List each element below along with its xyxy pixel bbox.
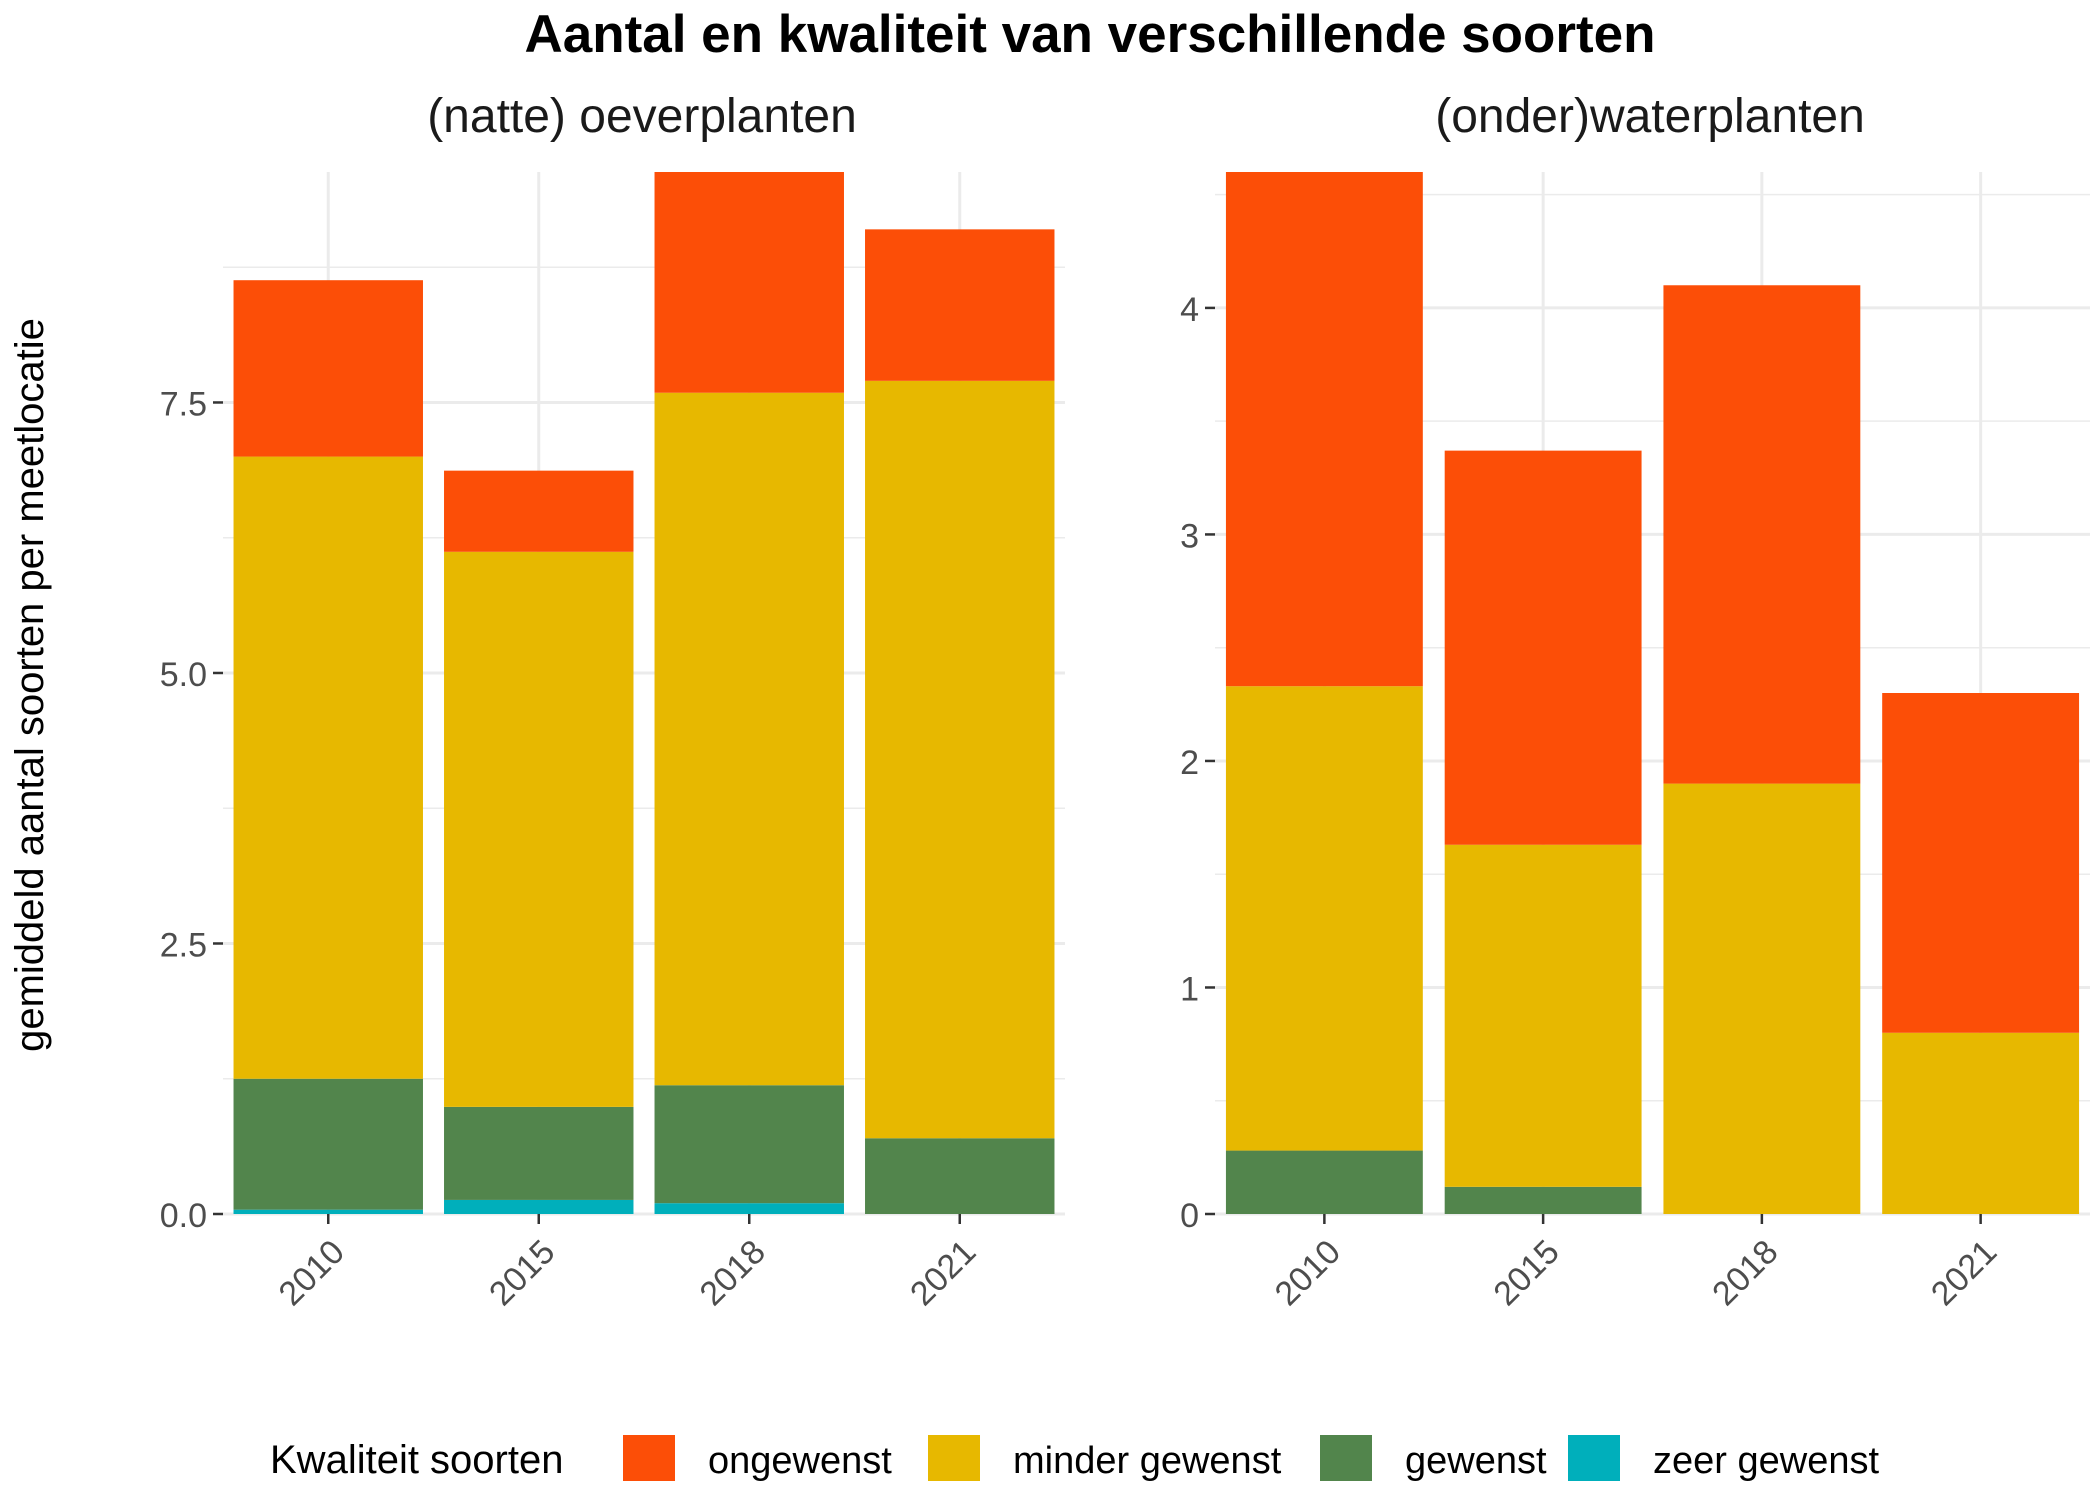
bar-zeer-gewenst-2015	[444, 1199, 634, 1214]
legend-key-zeer-gewenst	[1568, 1435, 1620, 1481]
bar-gewenst-2015	[1444, 1186, 1642, 1214]
bar-ongewenst-2010	[1225, 172, 1423, 687]
legend-key-minder-gewenst	[928, 1435, 980, 1481]
bar-minder-gewenst-2010	[233, 456, 423, 1079]
y-tick-label: 2.5	[160, 926, 207, 964]
bar-ongewenst-2018	[654, 172, 844, 393]
bar-minder-gewenst-2021	[1882, 1032, 2080, 1214]
legend-label: minder gewenst	[1013, 1440, 1282, 1482]
bar-ongewenst-2018	[1663, 285, 1861, 784]
bar-gewenst-2010	[1225, 1150, 1423, 1214]
y-tick-label: 7.5	[160, 385, 207, 423]
bar-minder-gewenst-2010	[1225, 686, 1423, 1151]
y-tick-label: 4	[1180, 291, 1199, 329]
x-tick-label: 2015	[482, 1233, 562, 1313]
bar-ongewenst-2021	[1882, 693, 2080, 1033]
bar-minder-gewenst-2021	[865, 380, 1055, 1139]
bar-gewenst-2021	[865, 1138, 1055, 1214]
legend-label: ongewenst	[708, 1440, 892, 1482]
bar-gewenst-2015	[444, 1106, 634, 1200]
y-tick-label: 0.0	[160, 1197, 207, 1235]
legend-key-gewenst	[1320, 1435, 1372, 1481]
y-axis-label: gemiddeld aantal soorten per meetlocatie	[8, 318, 52, 1052]
bar-minder-gewenst-2018	[1663, 783, 1861, 1214]
x-tick-label: 2021	[1924, 1233, 2004, 1313]
y-tick-label: 3	[1180, 517, 1199, 555]
x-tick-label: 2018	[693, 1233, 773, 1313]
bar-ongewenst-2021	[865, 229, 1055, 381]
bar-gewenst-2018	[654, 1085, 844, 1204]
panel-1: (onder)waterplanten 0 1 2 3 4 2010 2015 2018 2021	[1180, 90, 2090, 1313]
y-tick-label: 0	[1180, 1197, 1199, 1235]
bar-zeer-gewenst-2010	[233, 1209, 423, 1214]
x-tick-label: 2010	[1268, 1233, 1348, 1313]
legend-label: zeer gewenst	[1653, 1440, 1879, 1482]
bar-ongewenst-2015	[1444, 450, 1642, 845]
bar-minder-gewenst-2018	[654, 392, 844, 1086]
panel-title: (onder)waterplanten	[1435, 90, 1865, 143]
bar-minder-gewenst-2015	[444, 551, 634, 1107]
x-tick-label: 2010	[272, 1233, 352, 1313]
chart-title: Aantal en kwaliteit van verschillende so…	[524, 5, 1655, 64]
panels: (natte) oeverplanten 0.0 2.5 5.0 7.5 2010 2015…	[160, 90, 2090, 1313]
x-tick-label: 2018	[1705, 1233, 1785, 1313]
legend: Kwaliteit soorten ongewenst minder gewens…	[270, 1435, 1879, 1482]
panel-0: (natte) oeverplanten 0.0 2.5 5.0 7.5 2010 2015…	[160, 90, 1065, 1313]
x-tick-label: 2021	[903, 1233, 983, 1313]
panel-title: (natte) oeverplanten	[427, 90, 857, 143]
y-tick-label: 2	[1180, 744, 1199, 782]
legend-key-ongewenst	[623, 1435, 675, 1481]
y-tick-label: 1	[1180, 970, 1199, 1008]
bar-gewenst-2010	[233, 1078, 423, 1210]
bar-ongewenst-2010	[233, 280, 423, 457]
bar-ongewenst-2015	[444, 470, 634, 552]
legend-label: gewenst	[1405, 1440, 1547, 1482]
legend-title: Kwaliteit soorten	[270, 1438, 563, 1482]
bar-zeer-gewenst-2018	[654, 1203, 844, 1214]
y-tick-label: 5.0	[160, 656, 207, 694]
x-tick-label: 2015	[1486, 1233, 1566, 1313]
bar-minder-gewenst-2015	[1444, 844, 1642, 1187]
